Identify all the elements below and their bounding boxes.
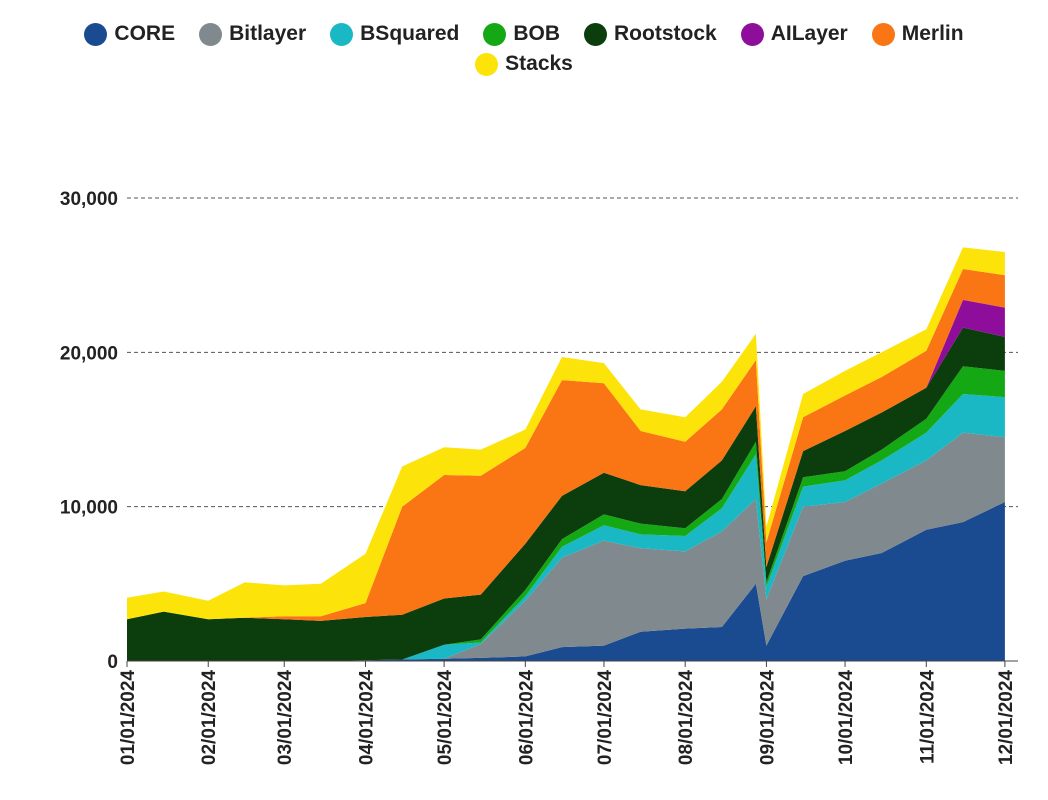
legend-item-core[interactable]: CORE xyxy=(84,22,175,46)
area-layer xyxy=(127,247,1005,661)
legend-label: BOB xyxy=(513,22,560,45)
x-tick-label: 10/01/2024 xyxy=(836,670,857,766)
x-tick-label: 06/01/2024 xyxy=(516,670,537,766)
legend-swatch xyxy=(199,22,223,46)
x-tick-label: 09/01/2024 xyxy=(757,670,778,766)
x-tick-label: 01/01/2024 xyxy=(118,670,139,766)
x-tick-label: 08/01/2024 xyxy=(676,670,697,766)
y-tick-label: 30,000 xyxy=(60,189,118,210)
y-tick-label: 20,000 xyxy=(60,343,118,364)
x-tick-label: 04/01/2024 xyxy=(357,670,378,766)
legend-label: BSquared xyxy=(360,22,460,45)
legend-item-ailayer[interactable]: AILayer xyxy=(740,22,848,46)
legend-swatch xyxy=(330,22,354,46)
legend-item-rootstock[interactable]: Rootstock xyxy=(584,22,717,46)
x-tick-label: 05/01/2024 xyxy=(435,670,456,766)
legend-item-bob[interactable]: BOB xyxy=(483,22,560,46)
x-tick-label: 07/01/2024 xyxy=(595,670,616,766)
legend-item-bsquared[interactable]: BSquared xyxy=(330,22,459,46)
y-tick-label: 10,000 xyxy=(60,498,118,519)
legend-swatch xyxy=(740,22,764,46)
legend-swatch xyxy=(84,22,108,46)
area-merlin xyxy=(127,269,1005,621)
x-tick-label: 11/01/2024 xyxy=(917,670,938,764)
legend-swatch xyxy=(475,52,499,76)
legend-swatch xyxy=(584,22,607,46)
area-core xyxy=(127,502,1005,661)
legend-swatch xyxy=(483,22,507,46)
legend-label: Bitlayer xyxy=(229,22,307,45)
legend-label: CORE xyxy=(114,22,176,45)
legend-label: AILayer xyxy=(770,22,848,45)
legend-item-merlin[interactable]: Merlin xyxy=(871,22,964,46)
y-tick-label: 0 xyxy=(107,652,118,673)
legend-item-stacks[interactable]: Stacks xyxy=(475,52,573,76)
legend-label: Rootstock xyxy=(614,22,717,45)
legend-label: Stacks xyxy=(505,52,573,75)
x-tick-label: 02/01/2024 xyxy=(199,670,220,766)
x-tick-label: 12/01/2024 xyxy=(996,670,1017,766)
x-tick-label: 03/01/2024 xyxy=(275,670,296,766)
legend-label: Merlin xyxy=(901,22,964,45)
area-bitlayer xyxy=(127,432,1005,661)
axis-layer: 0 10,000 20,000 30,000 01/01/2024 02/01/2024 0… xyxy=(60,189,1018,765)
legend-item-bitlayer[interactable]: Bitlayer xyxy=(199,22,306,46)
legend: CORE Bitlayer BSquared BOB Rootstock AILayer M… xyxy=(40,22,1008,76)
legend-swatch xyxy=(871,22,895,46)
area-rootstock xyxy=(127,327,1005,661)
